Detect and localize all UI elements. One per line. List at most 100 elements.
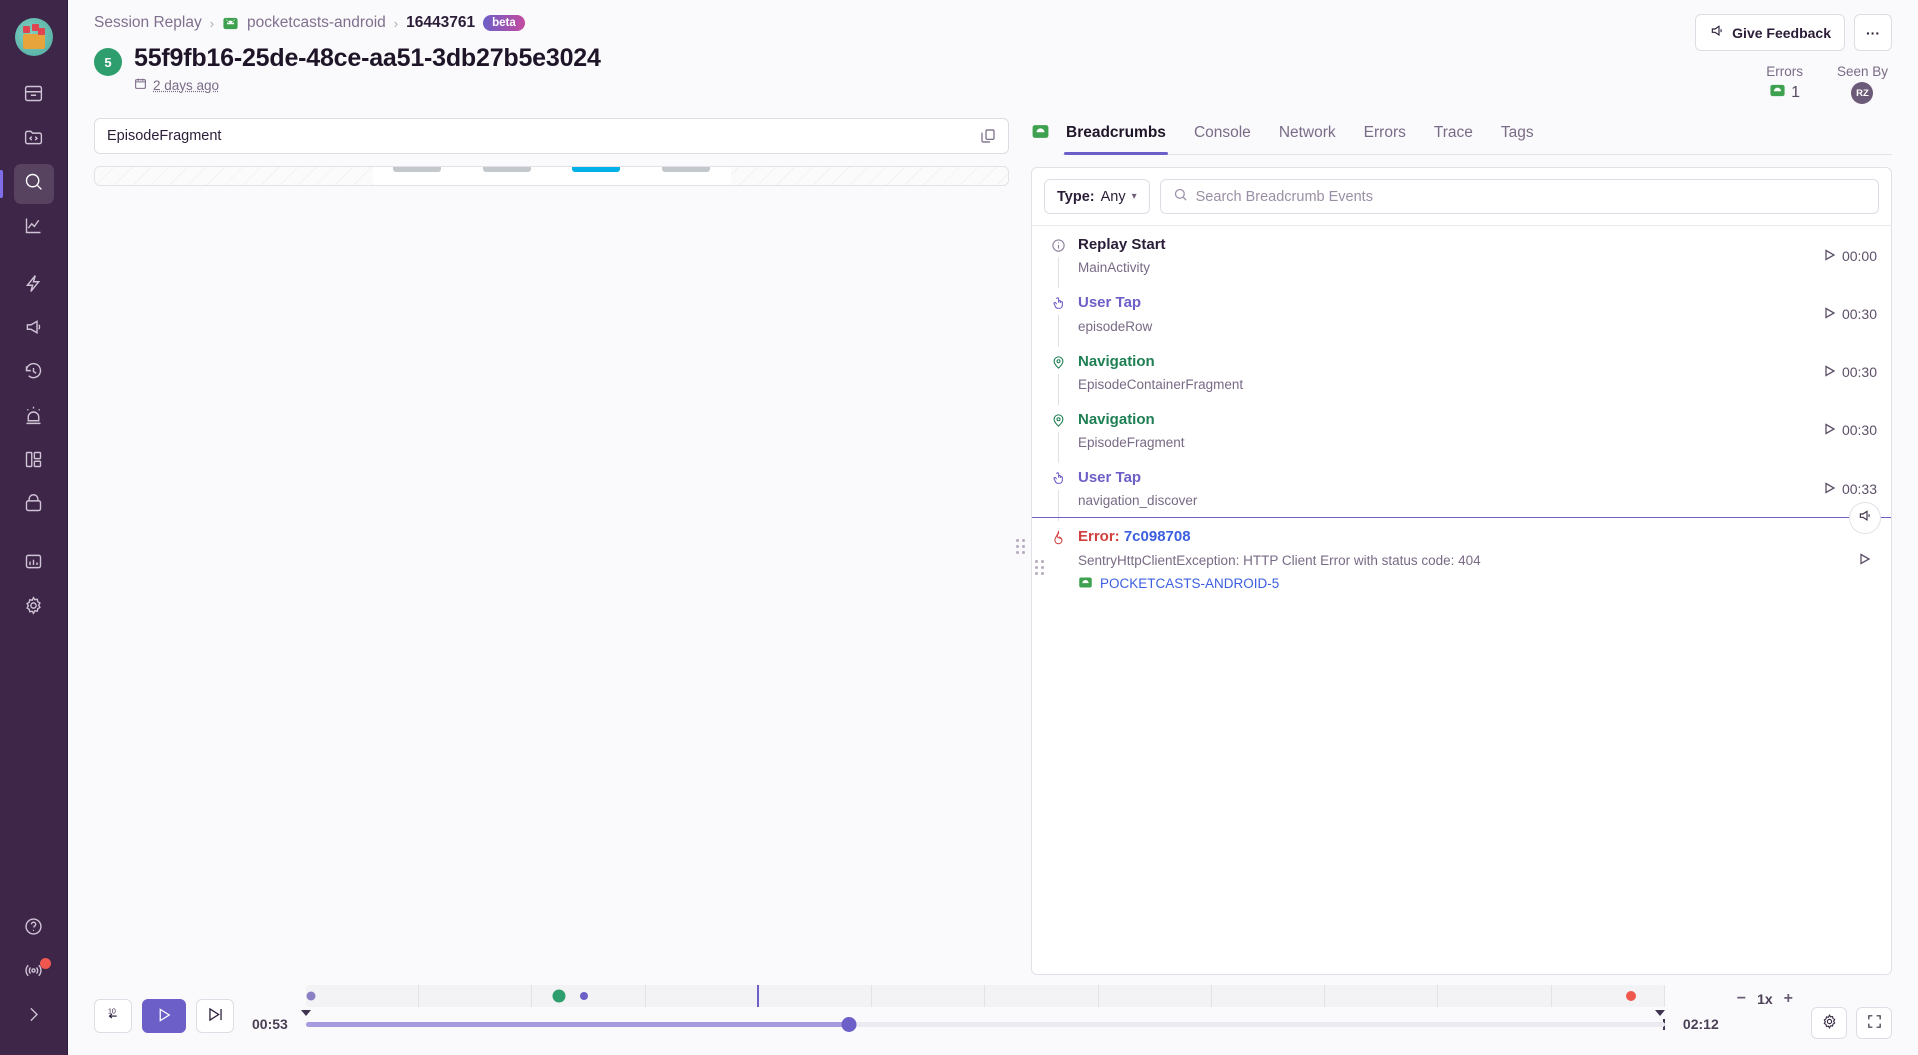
breadcrumb-row-user-tap-2[interactable]: User Tap navigation_discover 00:33 [1032,459,1891,522]
search-input[interactable] [1195,188,1866,205]
play-button[interactable] [142,999,186,1033]
breadcrumb-root[interactable]: Session Replay [94,14,202,31]
thumbnail-card[interactable] [388,185,524,186]
chevron-down-icon: ▾ [1131,191,1137,202]
type-filter-dropdown[interactable]: Type: Any ▾ [1044,179,1150,214]
sidebar-item-replays[interactable] [14,354,54,394]
breadcrumb-row-navigation-1[interactable]: Navigation EpisodeContainerFragment 00:3… [1032,343,1891,405]
nav-tab-discover[interactable] [552,167,642,185]
tab-errors[interactable]: Errors [1363,124,1406,141]
replay-count-badge: 5 [94,48,122,76]
breadcrumb-description: EpisodeContainerFragment [1078,376,1244,392]
breadcrumb-title: Navigation [1078,410,1155,428]
page-title: 55f9fb16-25de-48ce-aa51-3db27b5e3024 [134,44,601,72]
main-content: Session Replay › pocketcasts-android › 1… [68,0,1918,1055]
avatar[interactable]: RZ [1851,82,1874,104]
pane-resize-handle[interactable] [1009,118,1031,975]
timeline-ticks[interactable] [305,985,1665,1007]
breadcrumb-timestamp[interactable]: 00:00 [1824,235,1877,275]
sidebar-item-issues[interactable] [14,76,54,116]
breadcrumb-timestamp[interactable]: 00:30 [1824,352,1877,392]
breadcrumb-row-replay-start[interactable]: Replay Start MainActivity 00:00 [1032,226,1891,289]
player-settings-button[interactable] [1811,1007,1847,1039]
sidebar-item-broadcasts[interactable] [14,953,54,993]
breadcrumb-row-user-tap-1[interactable]: User Tap episodeRow 00:30 [1032,284,1891,347]
timeline-event-marker-navigation[interactable] [552,989,566,1003]
feedback-bubble-button[interactable] [1849,502,1881,535]
tab-trace[interactable]: Trace [1433,124,1473,141]
broadcasts-signal-icon [23,960,44,986]
give-feedback-button[interactable]: Give Feedback [1695,14,1845,51]
header-actions: Give Feedback ··· Errors 1 [1695,14,1892,104]
breadcrumb-timestamp[interactable] [1859,527,1877,592]
nav-tab-filters[interactable] [462,167,552,185]
scrub-end-caret-icon [1654,1010,1665,1016]
releases-icon [23,493,44,519]
sidebar-item-settings[interactable] [14,588,54,628]
copy-icon[interactable] [980,128,996,144]
timeline-event-marker-error[interactable] [1625,991,1636,1001]
projects-code-icon [23,127,44,153]
grip-dots-icon[interactable] [1035,560,1044,576]
speed-increase-button[interactable]: + [1783,990,1793,1007]
page-header: Session Replay › pocketcasts-android › 1… [68,0,1918,104]
tab-console[interactable]: Console [1193,124,1251,141]
error-label: Error: [1078,528,1124,546]
breadcrumb-timestamp[interactable]: 00:33 [1824,468,1877,508]
next-button[interactable] [196,999,234,1033]
timeline-event-marker-current[interactable] [757,985,760,1007]
nav-tab-profile[interactable] [641,167,731,185]
sidebar-item-alerts[interactable] [14,398,54,438]
android-icon [1078,575,1093,593]
settings-gear-icon [23,595,44,621]
details-tabs: Breadcrumbs Console Network Errors Trace… [1062,118,1892,155]
timeline-event-marker[interactable] [306,991,316,1001]
scrub-line[interactable] [300,1010,1665,1032]
breadcrumb-timestamp[interactable]: 00:30 [1824,293,1877,333]
sidebar-item-feedback[interactable] [14,310,54,350]
thumbnail-card[interactable] [692,185,828,186]
svg-text:10: 10 [107,1008,115,1016]
total-time-label: 02:12 [1682,1016,1719,1032]
breadcrumb-timestamp[interactable]: 00:30 [1824,410,1877,450]
nav-tab-podcasts[interactable] [373,167,463,185]
breadcrumb-description: EpisodeFragment [1078,435,1185,450]
issue-link[interactable]: POCKETCASTS-ANDROID-5 [1078,575,1847,593]
tab-network[interactable]: Network [1278,124,1336,141]
breadcrumbs-list[interactable]: Replay Start MainActivity 00:00 [1032,225,1891,974]
breadcrumb-project[interactable]: pocketcasts-android [247,14,386,31]
scrub-knob[interactable] [841,1017,857,1032]
player-controls: 10 00:53 [68,975,1918,1055]
replay-url-value: EpisodeFragment [107,128,222,144]
replay-canvas[interactable]: + + ✓ [94,166,1009,186]
breadcrumb-id[interactable]: 16443761 [406,14,476,31]
fullscreen-button[interactable] [1856,1007,1892,1039]
thumbnail-carousel [373,185,731,186]
breadcrumb-row-navigation-2[interactable]: Navigation EpisodeFragment 00:30 [1032,401,1891,463]
jump-back-10-button[interactable]: 10 [94,999,132,1033]
tab-breadcrumbs[interactable]: Breadcrumbs [1064,118,1168,155]
thumbnail-card[interactable] [540,185,676,186]
scrub-track[interactable] [305,1022,1665,1027]
timeline-scrubber[interactable] [300,985,1665,1032]
sidebar-item-search[interactable] [0,164,54,204]
sidebar-item-releases[interactable] [14,486,54,526]
search-breadcrumbs-field[interactable] [1159,179,1879,214]
error-code[interactable]: 7c098708 [1123,528,1191,546]
sidebar-item-performance[interactable] [14,266,54,306]
sentry-logo[interactable] [14,18,53,56]
tab-tags[interactable]: Tags [1500,124,1534,141]
timeline-event-marker-tap[interactable] [580,992,589,1000]
more-options-button[interactable]: ··· [1854,14,1892,51]
sidebar-item-insights[interactable] [14,208,54,248]
breadcrumb-row-error[interactable]: Error: 7c098708 SentryHttpClientExceptio… [1032,502,1891,601]
sidebar-expand-button[interactable] [14,997,54,1037]
speed-decrease-button[interactable]: − [1736,990,1747,1007]
sidebar-item-dashboards[interactable] [14,442,54,482]
replays-history-icon [23,361,44,387]
type-filter-value: Any [1100,188,1126,205]
timestamp-label[interactable]: 2 days ago [153,77,220,93]
sidebar-item-help[interactable] [14,909,54,949]
sidebar-item-stats[interactable] [14,544,54,584]
sidebar-item-projects[interactable] [14,120,54,160]
